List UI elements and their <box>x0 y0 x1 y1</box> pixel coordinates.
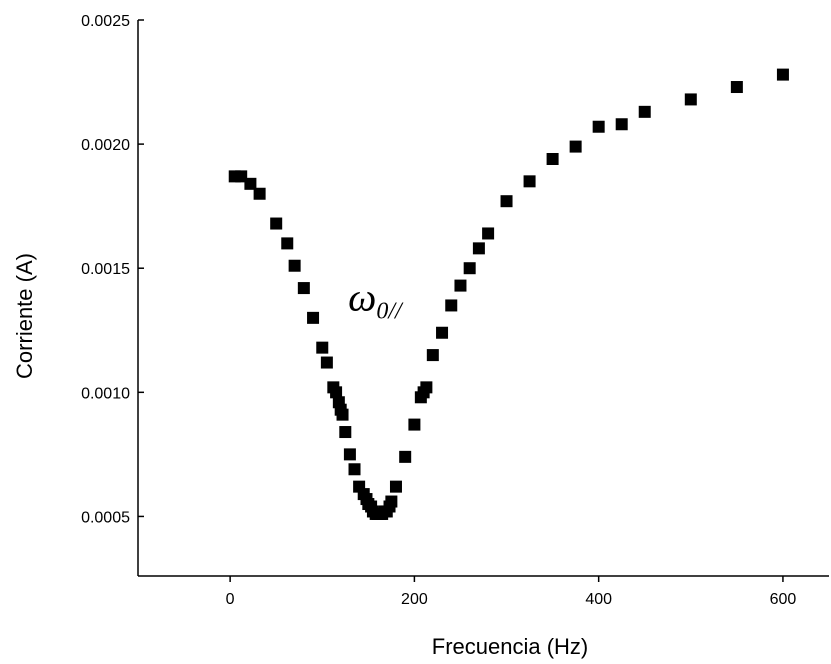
data-point <box>454 279 467 292</box>
data-point <box>482 227 495 240</box>
data-point <box>253 187 266 200</box>
data-point <box>316 341 329 354</box>
data-point <box>684 93 697 106</box>
data-point <box>281 237 294 250</box>
data-point <box>408 418 421 431</box>
data-point <box>776 68 789 81</box>
data-point <box>343 448 356 461</box>
data-point <box>389 480 402 493</box>
x-tick-label: 200 <box>401 591 428 608</box>
data-point <box>399 450 412 463</box>
data-point <box>270 217 283 230</box>
data-point <box>320 356 333 369</box>
x-tick-label: 400 <box>585 591 612 608</box>
data-point <box>730 81 743 94</box>
data-point <box>330 386 343 399</box>
data-point <box>348 463 361 476</box>
data-point <box>426 349 439 362</box>
data-points <box>228 68 789 520</box>
data-point <box>288 259 301 272</box>
data-point <box>500 195 513 208</box>
data-point <box>523 175 536 188</box>
y-tick-label: 0.0015 <box>81 261 130 278</box>
x-axis-title: Frecuencia (Hz) <box>432 634 588 659</box>
data-point <box>638 105 651 118</box>
data-point <box>297 282 310 295</box>
data-point <box>307 311 320 324</box>
x-tick-label: 0 <box>226 591 235 608</box>
data-point <box>546 153 559 165</box>
data-point <box>463 262 476 275</box>
data-point <box>336 408 349 421</box>
y-tick-label: 0.0020 <box>81 137 130 154</box>
data-point <box>339 426 352 439</box>
y-tick-label: 0.0010 <box>81 385 130 402</box>
omega-symbol: ω <box>348 274 376 319</box>
y-axis-title: Corriente (A) <box>12 253 37 379</box>
y-tick-label: 0.0025 <box>81 13 130 30</box>
data-point <box>472 242 485 255</box>
data-point <box>385 495 398 508</box>
plot-area: 0.0005 0.0010 0.0015 0.0020 0.0025 0 200 400 60… <box>81 13 829 608</box>
omega-subscript: 0// <box>376 298 404 324</box>
data-point <box>445 299 458 312</box>
data-point <box>436 326 449 339</box>
y-tick-label: 0.0005 <box>81 509 130 526</box>
data-point <box>244 177 257 190</box>
omega-annotation: ω0// <box>348 274 404 324</box>
y-axis-ticks: 0.0005 0.0010 0.0015 0.0020 0.0025 <box>81 13 144 526</box>
x-tick-label: 600 <box>770 591 797 608</box>
data-point <box>235 170 248 183</box>
data-point <box>592 120 605 133</box>
data-point <box>615 118 628 131</box>
data-point <box>420 381 433 394</box>
x-axis-ticks: 0 200 400 600 <box>226 576 797 608</box>
data-point <box>569 140 582 153</box>
